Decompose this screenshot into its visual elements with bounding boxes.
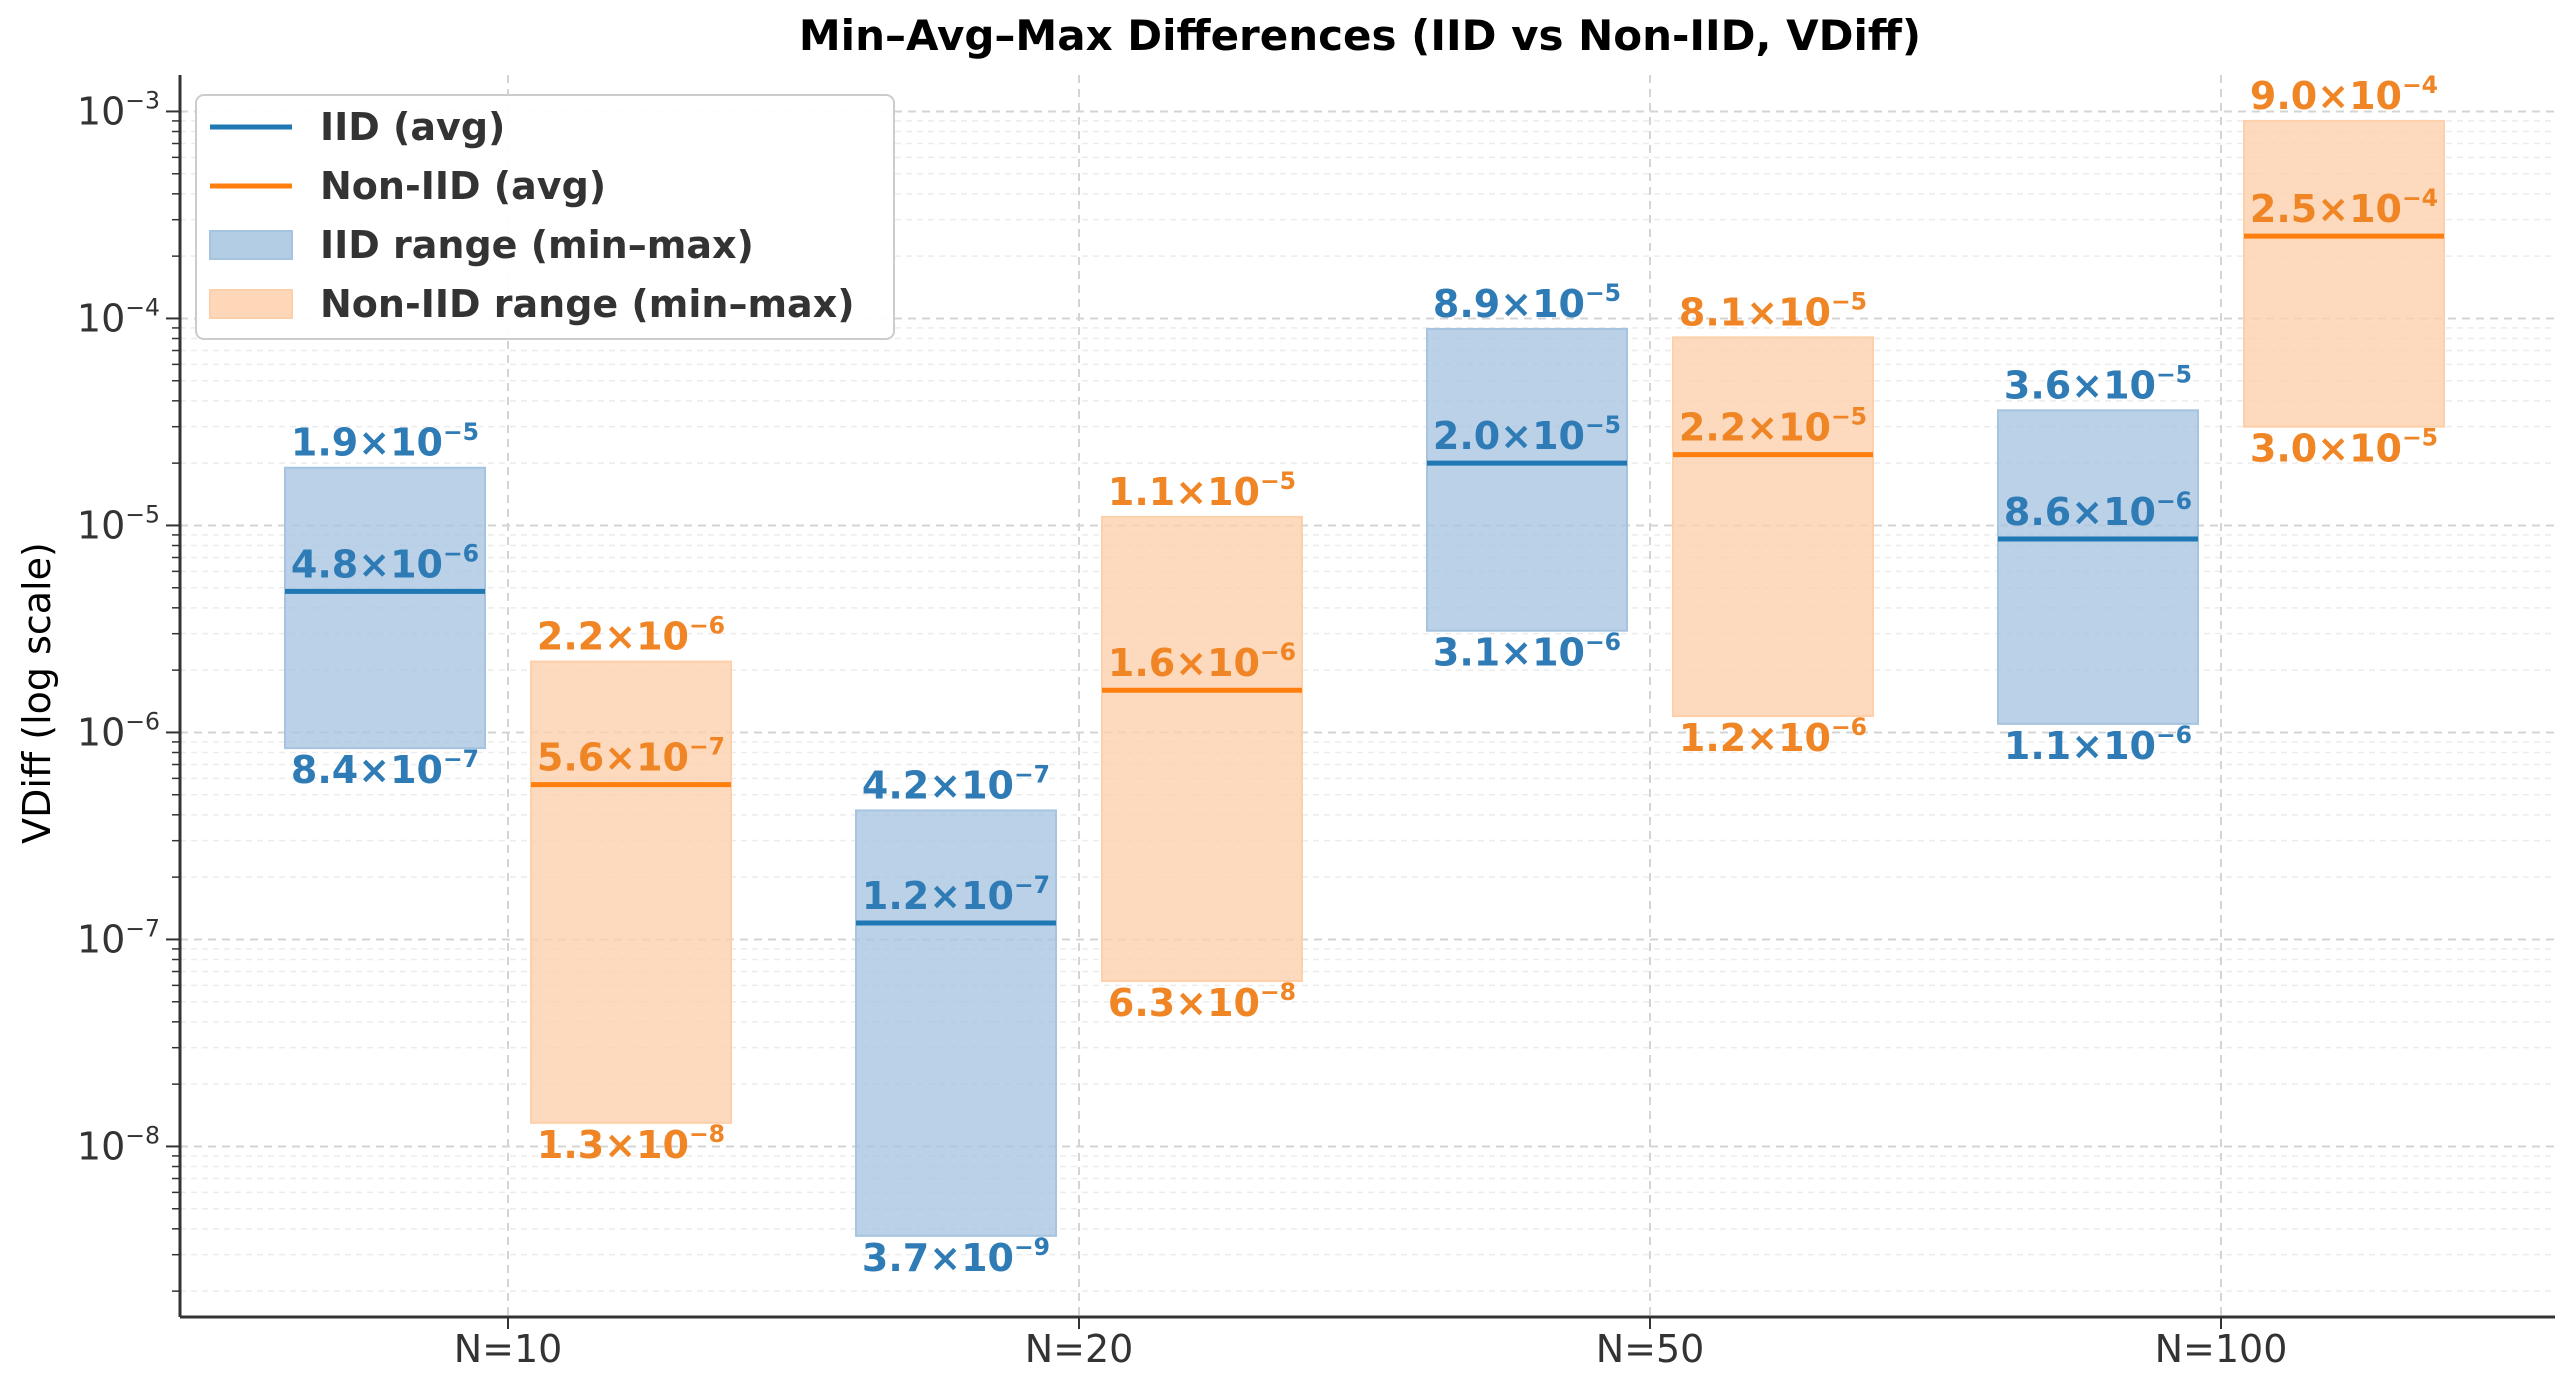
iid-avg-label: 4.8×10−6 (291, 539, 479, 586)
y-axis-label: VDiff (log scale) (15, 542, 59, 844)
iid-max-label: 4.2×10−7 (862, 760, 1050, 807)
iid-range-bar (1426, 327, 1628, 632)
avg-lines (285, 233, 2444, 926)
y-ticks: 10−8 10−7 10−6 10−5 10−4 10−3 (77, 86, 180, 1292)
noniid-range-bar (530, 660, 732, 1124)
iid-max-label: 1.9×10−5 (291, 418, 479, 465)
legend-patch-swatch (209, 289, 293, 319)
y-tick-label: 10−6 (77, 707, 160, 754)
iid-avg-label: 1.2×10−7 (862, 871, 1050, 918)
y-tick-label: 10−3 (77, 86, 160, 133)
legend-label: Non-IID range (min–max) (320, 282, 855, 326)
noniid-range-bar (1672, 336, 1874, 718)
axes (178, 75, 2555, 1319)
value-labels: 1.9×10−5 4.8×10−6 8.4×10−7 4.2×10−7 1.2×10−7… (291, 71, 2438, 1280)
iid-range-bar (284, 466, 486, 750)
iid-avg-label: 8.6×10−6 (2004, 487, 2192, 534)
x-tick-label: N=50 (1596, 1327, 1705, 1371)
iid-range-bar (855, 809, 1057, 1237)
noniid-avg-label: 5.6×10−7 (537, 733, 725, 780)
noniid-range-bar (1101, 515, 1303, 982)
y-tick-label: 10−4 (77, 293, 160, 340)
chart-title: Min–Avg–Max Differences (IID vs Non-IID,… (799, 11, 1921, 60)
x-ticks: N=10 N=20 N=50 N=100 (454, 1317, 2288, 1371)
noniid-max-label: 8.1×10−5 (1679, 287, 1867, 334)
noniid-avg-label: 1.6×10−6 (1108, 638, 1296, 685)
iid-max-label: 8.9×10−5 (1433, 279, 1621, 326)
noniid-max-label: 2.2×10−6 (537, 612, 725, 659)
iid-min-label: 8.4×10−7 (291, 745, 479, 792)
noniid-avg-label: 2.5×10−4 (2250, 184, 2438, 231)
y-tick-label: 10−8 (77, 1121, 160, 1168)
noniid-min-label: 6.3×10−8 (1108, 978, 1296, 1025)
legend-label: IID range (min–max) (320, 223, 754, 267)
noniid-max-label: 1.1×10−5 (1108, 467, 1296, 514)
y-tick-label: 10−5 (77, 500, 160, 547)
iid-min-label: 1.1×10−6 (2004, 721, 2192, 768)
legend-label: IID (avg) (320, 105, 505, 149)
range-bars (284, 119, 2445, 1237)
x-tick-label: N=10 (454, 1327, 563, 1371)
noniid-min-label: 1.2×10−6 (1679, 713, 1867, 760)
iid-range-bar (1997, 409, 2199, 725)
iid-min-label: 3.7×10−9 (862, 1233, 1050, 1280)
iid-min-label: 3.1×10−6 (1433, 628, 1621, 675)
noniid-min-label: 1.3×10−8 (537, 1120, 725, 1167)
legend-patch-swatch (209, 230, 293, 260)
x-tick-label: N=100 (2155, 1327, 2288, 1371)
iid-max-label: 3.6×10−5 (2004, 360, 2192, 407)
noniid-min-label: 3.0×10−5 (2250, 424, 2438, 471)
iid-avg-label: 2.0×10−5 (1433, 411, 1621, 458)
legend-label: Non-IID (avg) (320, 164, 606, 208)
noniid-avg-label: 2.2×10−5 (1679, 403, 1867, 450)
noniid-max-label: 9.0×10−4 (2250, 71, 2438, 118)
noniid-range-bar (2243, 119, 2445, 428)
legend-box (195, 94, 895, 340)
legend: IID (avg) Non-IID (avg) IID range (min–max… (195, 94, 895, 340)
y-tick-label: 10−7 (77, 914, 160, 961)
x-tick-label: N=20 (1025, 1327, 1134, 1371)
